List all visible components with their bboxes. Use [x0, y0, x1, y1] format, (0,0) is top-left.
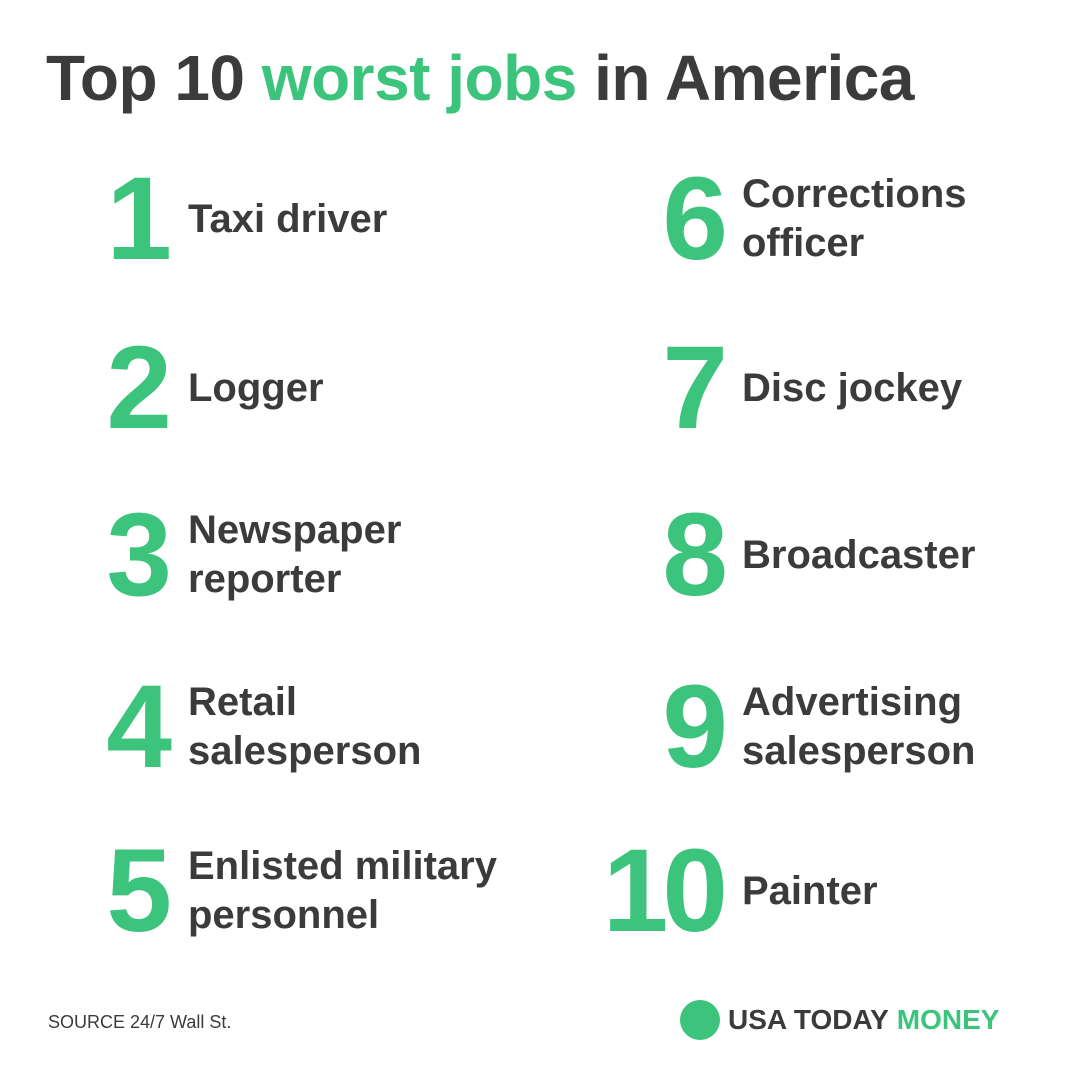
brand-dot-icon	[680, 1000, 720, 1040]
job-label-line-2: officer	[742, 221, 865, 265]
title-accent: worst jobs	[261, 42, 578, 114]
list-item-7: 7 Disc jockey	[0, 322, 1080, 454]
brand-logo: USA TODAY MONEY	[680, 1000, 999, 1040]
job-label: Painter	[742, 836, 1062, 946]
job-label: Taxi driver	[188, 164, 588, 274]
rank-number: 1	[106, 153, 172, 285]
title-part-2: in America	[594, 42, 914, 114]
rank-number: 7	[662, 322, 728, 454]
source-credit: SOURCE 24/7 Wall St.	[48, 1012, 232, 1032]
brand-name: USA TODAY	[728, 1004, 889, 1035]
job-label: Retail salesperson	[188, 672, 588, 782]
title-part-1: Top 10	[46, 42, 245, 114]
job-label-line-2: reporter	[188, 557, 342, 601]
list-item-4: 4 Retail salesperson	[46, 661, 566, 793]
job-label-line-2: salesperson	[742, 729, 976, 773]
page-title: Top 10 worst jobs in America	[46, 38, 914, 118]
job-label-line-1: Disc jockey	[742, 365, 963, 410]
job-label-line-1: Enlisted military	[188, 844, 497, 888]
rank-number: 9	[662, 661, 728, 793]
job-label: Enlisted military personnel	[188, 836, 588, 946]
rank-number: 10	[602, 825, 728, 957]
job-label-line-2: salesperson	[188, 729, 422, 773]
list-item-1: 1 Taxi driver	[46, 153, 566, 285]
list-item-9: 9 Advertising salesperson	[0, 661, 1080, 793]
rank-number: 8	[662, 489, 728, 621]
job-label: Logger	[188, 333, 588, 443]
job-label: Advertising salesperson	[742, 672, 1062, 782]
list-item-6: 6 Corrections officer	[0, 153, 1080, 285]
job-label-line-1: Logger	[188, 365, 324, 410]
job-label-line-1: Corrections	[742, 172, 967, 216]
rank-number: 4	[106, 661, 172, 793]
rank-number: 5	[106, 825, 172, 957]
list-item-2: 2 Logger	[46, 322, 566, 454]
job-label-line-1: Newspaper	[188, 508, 402, 552]
rank-number: 2	[106, 322, 172, 454]
job-label: Corrections officer	[742, 164, 1062, 274]
list-item-8: 8 Broadcaster	[0, 489, 1080, 621]
rank-number: 6	[662, 153, 728, 285]
rank-number: 3	[106, 489, 172, 621]
job-label: Newspaper reporter	[188, 500, 588, 610]
list-item-5: 5 Enlisted military personnel	[46, 825, 566, 957]
brand-section: MONEY	[896, 1004, 1000, 1035]
job-label: Broadcaster	[742, 500, 1062, 610]
job-label-line-2: personnel	[188, 893, 380, 937]
job-label-line-1: Retail	[188, 680, 297, 724]
job-label-line-1: Broadcaster	[742, 532, 976, 577]
list-item-3: 3 Newspaper reporter	[46, 489, 566, 621]
job-label-line-1: Painter	[742, 868, 878, 913]
job-label: Disc jockey	[742, 333, 1062, 443]
list-item-10: 10 Painter	[0, 825, 1080, 957]
job-label-line-1: Taxi driver	[188, 196, 388, 241]
job-label-line-1: Advertising	[742, 680, 963, 724]
